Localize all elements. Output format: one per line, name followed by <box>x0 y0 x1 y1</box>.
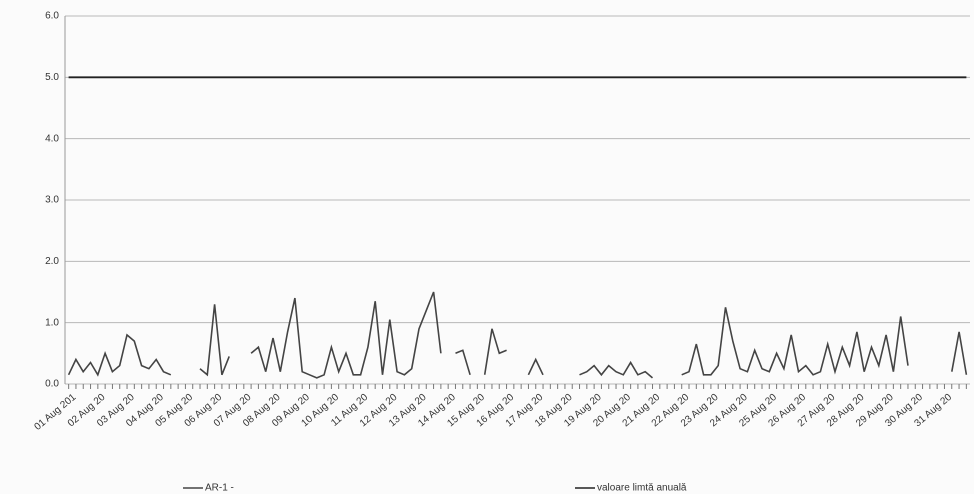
legend-label: valoare limtă anuală <box>597 483 687 494</box>
series-line <box>67 291 968 379</box>
y-tick-label: 1.0 <box>45 317 59 328</box>
y-tick-label: 0.0 <box>45 379 59 390</box>
y-tick-label: 4.0 <box>45 133 59 144</box>
y-tick-label: 6.0 <box>45 11 59 22</box>
legend-label: AR-1 - <box>205 483 234 494</box>
y-tick-label: 5.0 <box>45 72 59 83</box>
y-tick-label: 2.0 <box>45 256 59 267</box>
y-tick-label: 3.0 <box>45 195 59 206</box>
